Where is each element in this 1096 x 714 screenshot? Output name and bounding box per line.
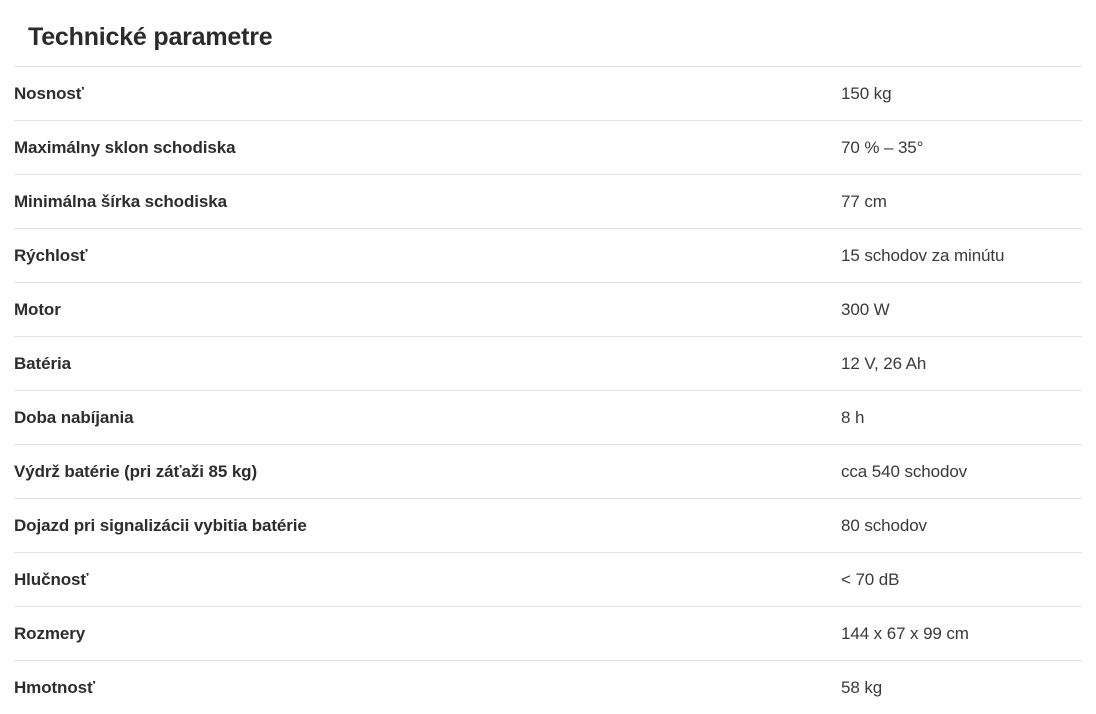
page-title: Technické parametre [14,0,1082,52]
spec-value: 12 V, 26 Ah [841,337,1082,391]
spec-value: 144 x 67 x 99 cm [841,607,1082,661]
spec-value: 70 % – 35° [841,121,1082,175]
spec-label: Doba nabíjania [14,391,841,445]
spec-value: < 70 dB [841,553,1082,607]
spec-label: Maximálny sklon schodiska [14,121,841,175]
spec-label: Hlučnosť [14,553,841,607]
spec-value: 8 h [841,391,1082,445]
spec-label: Minimálna šírka schodiska [14,175,841,229]
spec-value: 58 kg [841,661,1082,714]
spec-value: 77 cm [841,175,1082,229]
spec-label: Hmotnosť [14,661,841,714]
spec-value: cca 540 schodov [841,445,1082,499]
spec-value: 150 kg [841,67,1082,121]
spec-value: 15 schodov za minútu [841,229,1082,283]
spec-label: Dojazd pri signalizácii vybitia batérie [14,499,841,553]
spec-value: 80 schodov [841,499,1082,553]
spec-label: Rozmery [14,607,841,661]
table-row: Výdrž batérie (pri záťaži 85 kg)cca 540 … [14,445,1082,499]
spec-label: Batéria [14,337,841,391]
spec-label: Výdrž batérie (pri záťaži 85 kg) [14,445,841,499]
spec-label: Rýchlosť [14,229,841,283]
spec-label: Nosnosť [14,67,841,121]
spec-value: 300 W [841,283,1082,337]
table-row: Hlučnosť< 70 dB [14,553,1082,607]
spec-label: Motor [14,283,841,337]
